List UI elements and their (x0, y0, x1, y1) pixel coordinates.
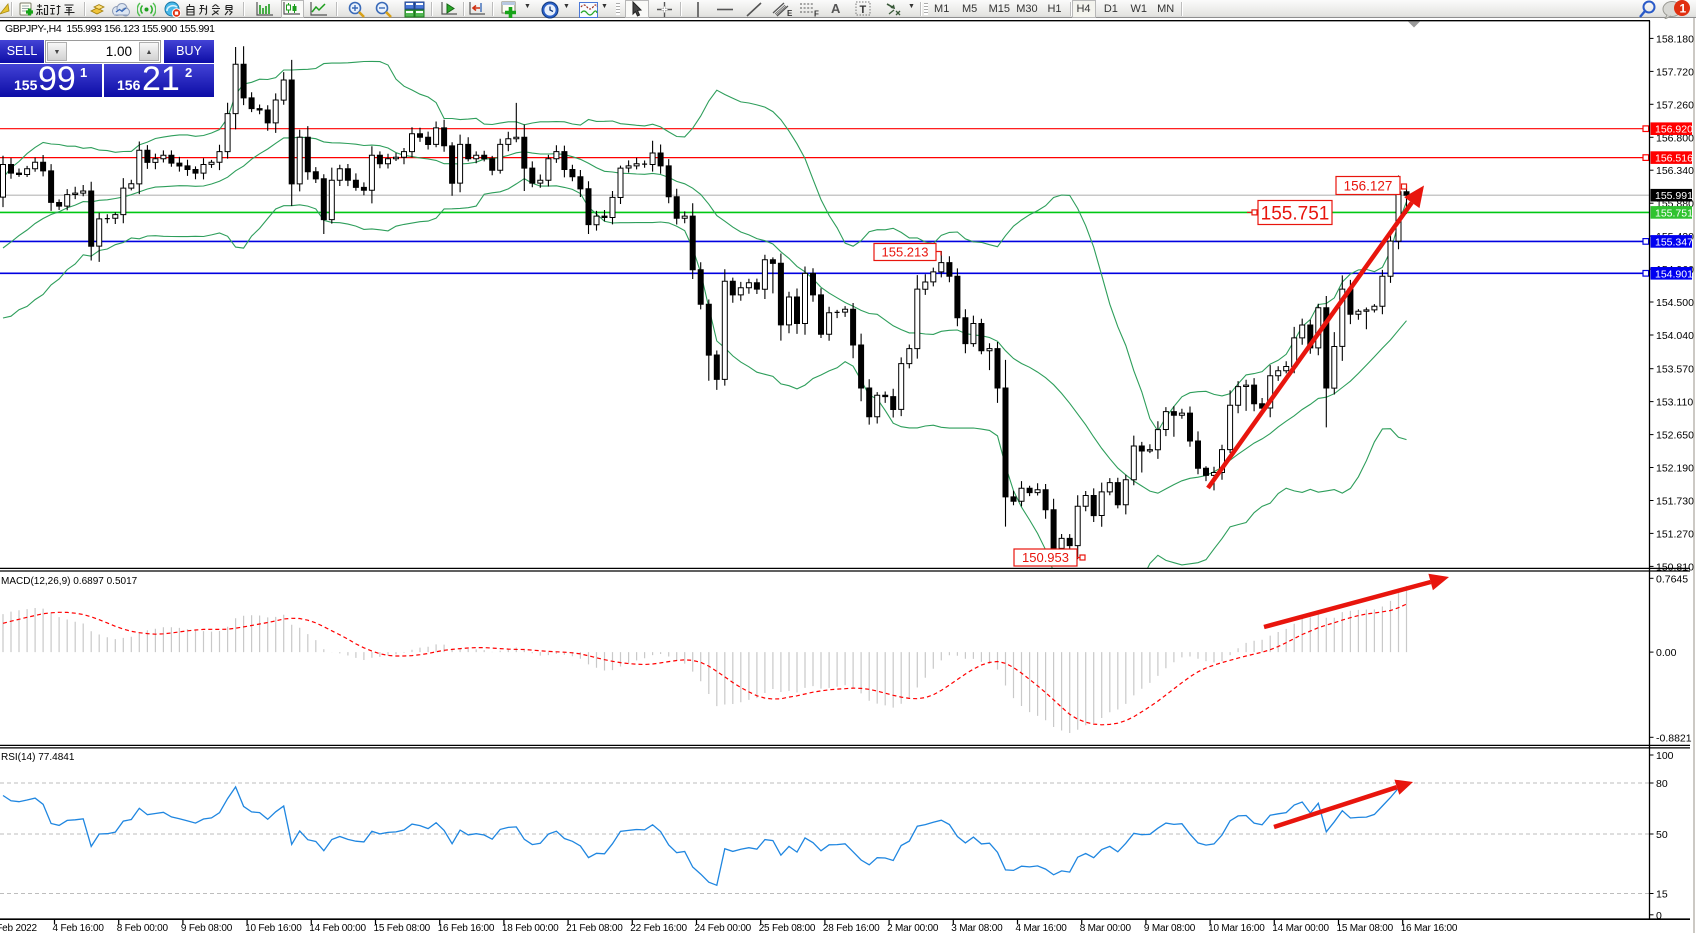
svg-text:152.650: 152.650 (1656, 430, 1694, 442)
svg-text:0.00: 0.00 (1656, 647, 1677, 659)
svg-text:2 Mar 00:00: 2 Mar 00:00 (887, 923, 939, 933)
svg-text:3 Feb 2022: 3 Feb 2022 (0, 923, 38, 933)
svg-text:T: T (860, 4, 867, 16)
svg-text:157.720: 157.720 (1656, 66, 1694, 78)
svg-text:28 Feb 16:00: 28 Feb 16:00 (823, 923, 880, 933)
svg-text:155.751: 155.751 (1655, 207, 1693, 219)
svg-text:155.751: 155.751 (1261, 203, 1330, 224)
svg-text:155.213: 155.213 (882, 245, 929, 260)
svg-text:15 Mar 08:00: 15 Mar 08:00 (1337, 923, 1394, 933)
svg-text:1: 1 (1680, 2, 1687, 16)
svg-text:0: 0 (1656, 910, 1662, 922)
svg-text:14 Feb 00:00: 14 Feb 00:00 (309, 923, 366, 933)
svg-text:22 Feb 16:00: 22 Feb 16:00 (630, 923, 687, 933)
svg-text:21 Feb 08:00: 21 Feb 08:00 (566, 923, 623, 933)
svg-text:24 Feb 00:00: 24 Feb 00:00 (695, 923, 752, 933)
svg-text:16 Feb 16:00: 16 Feb 16:00 (438, 923, 495, 933)
svg-text:25 Feb 08:00: 25 Feb 08:00 (759, 923, 816, 933)
svg-text:8 Mar 00:00: 8 Mar 00:00 (1080, 923, 1132, 933)
svg-text:14 Mar 00:00: 14 Mar 00:00 (1272, 923, 1329, 933)
svg-text:15 Feb 08:00: 15 Feb 08:00 (374, 923, 431, 933)
svg-text:156.516: 156.516 (1655, 153, 1693, 165)
svg-text:152.190: 152.190 (1656, 463, 1694, 475)
svg-text:9 Mar 08:00: 9 Mar 08:00 (1144, 923, 1196, 933)
svg-text:-0.8821: -0.8821 (1656, 732, 1692, 744)
svg-text:4 Mar 16:00: 4 Mar 16:00 (1016, 923, 1068, 933)
svg-text:18 Feb 00:00: 18 Feb 00:00 (502, 923, 559, 933)
svg-text:0.7645: 0.7645 (1656, 573, 1688, 585)
svg-text:GBPJPY-,H4 155.993 156.123 15: GBPJPY-,H4 155.993 156.123 155.900 155.9… (5, 23, 215, 35)
svg-text:100: 100 (1656, 750, 1674, 762)
svg-text:151.270: 151.270 (1656, 528, 1694, 540)
svg-text:80: 80 (1656, 778, 1668, 790)
svg-text:156.920: 156.920 (1655, 124, 1693, 136)
svg-text:153.570: 153.570 (1656, 364, 1694, 376)
svg-text:MACD(12,26,9) 0.6897 0.5017: MACD(12,26,9) 0.6897 0.5017 (1, 576, 138, 587)
svg-text:10 Mar 16:00: 10 Mar 16:00 (1208, 923, 1265, 933)
svg-text:154.901: 154.901 (1655, 268, 1693, 280)
svg-text:156.340: 156.340 (1656, 165, 1694, 177)
svg-text:F: F (814, 10, 819, 19)
svg-text:15: 15 (1656, 889, 1668, 901)
svg-text:50: 50 (1656, 829, 1668, 841)
svg-text:155.991: 155.991 (1655, 190, 1693, 202)
svg-text:156.127: 156.127 (1344, 178, 1393, 193)
svg-text:RSI(14) 77.4841: RSI(14) 77.4841 (1, 752, 75, 763)
svg-text:155.347: 155.347 (1655, 236, 1693, 248)
svg-text:10 Feb 16:00: 10 Feb 16:00 (245, 923, 302, 933)
svg-text:9 Feb 08:00: 9 Feb 08:00 (181, 923, 233, 933)
svg-text:156.800: 156.800 (1656, 132, 1694, 144)
svg-text:150.953: 150.953 (1022, 550, 1069, 565)
svg-text:151.730: 151.730 (1656, 496, 1694, 508)
svg-text:153.110: 153.110 (1656, 397, 1693, 409)
svg-text:16 Mar 16:00: 16 Mar 16:00 (1401, 923, 1458, 933)
svg-text:3 Mar 08:00: 3 Mar 08:00 (951, 923, 1003, 933)
svg-text:154.500: 154.500 (1656, 297, 1694, 309)
svg-text:154.040: 154.040 (1656, 330, 1694, 342)
svg-text:158.180: 158.180 (1656, 33, 1694, 45)
svg-text:8 Feb 00:00: 8 Feb 00:00 (117, 923, 169, 933)
svg-text:157.260: 157.260 (1656, 99, 1694, 111)
svg-text:4 Feb 16:00: 4 Feb 16:00 (53, 923, 105, 933)
svg-text:E: E (787, 9, 793, 18)
